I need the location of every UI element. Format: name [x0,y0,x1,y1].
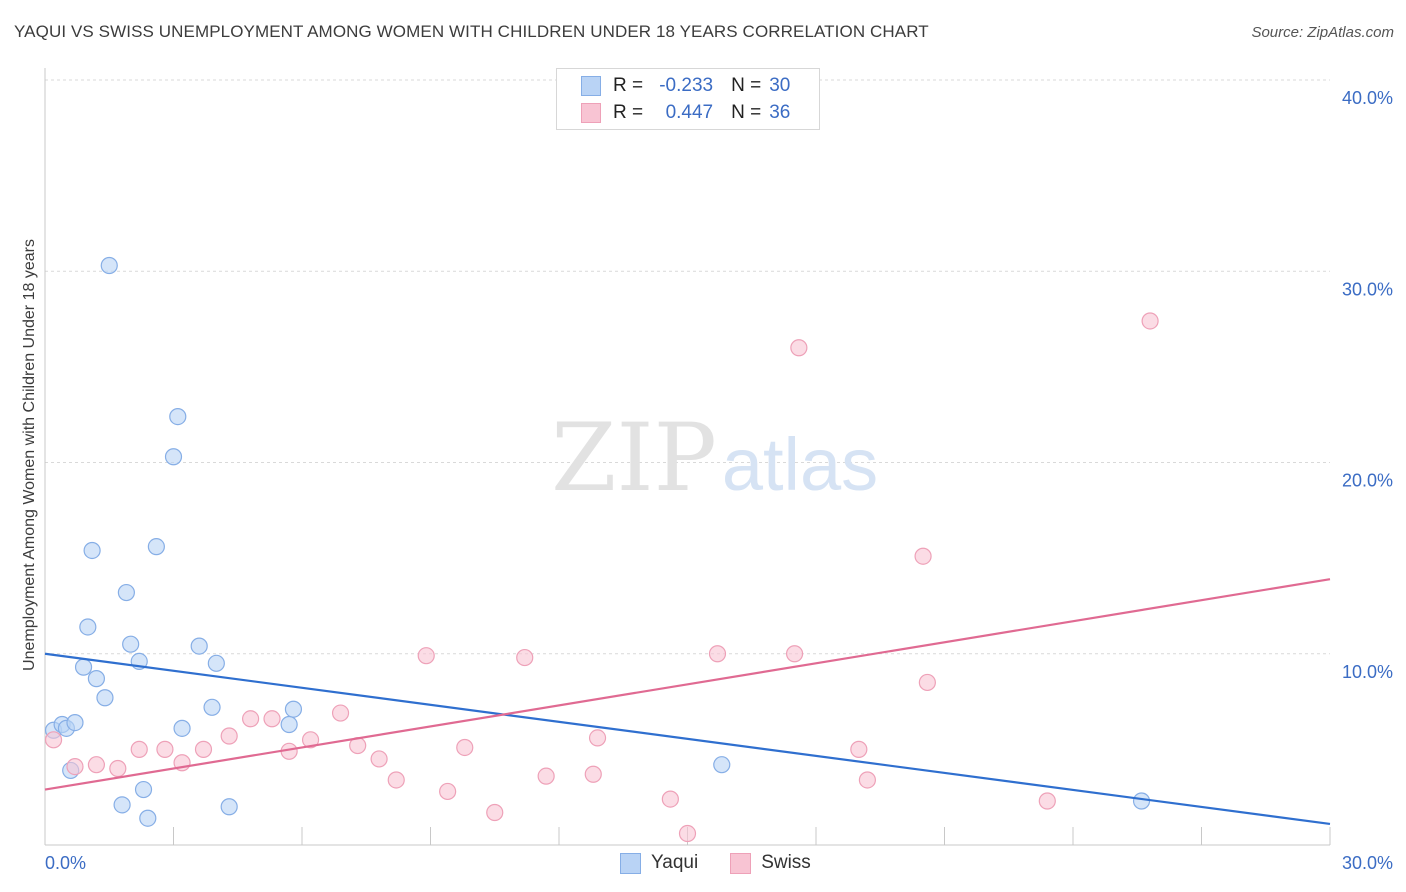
swiss-point [661,790,679,808]
swiss-point [370,750,388,768]
swiss-point [678,824,697,843]
swiss-point [387,771,405,789]
yaqui-point [284,700,303,718]
trendline-swiss [44,578,1331,791]
n-label: N = [731,102,762,123]
swiss-point [87,756,106,774]
watermark-atlas: atlas [722,423,878,506]
source-credit: Source: ZipAtlas.com [1251,24,1394,41]
yaqui-point [83,541,101,560]
watermark-zip: ZIP [551,404,717,513]
swiss-point [588,729,607,747]
series-legend: Yaqui Swiss [620,852,843,874]
swiss-point [785,645,804,663]
yaqui-point [220,798,238,816]
swiss-point [858,771,877,789]
yaqui-point [122,635,140,653]
n-label: N = [731,75,762,96]
yaqui-point [207,654,225,672]
y-tick-label: 40.0% [1342,88,1393,108]
legend-row-swiss: R = 0.447 N = 36 [581,101,790,125]
swiss-point [44,731,63,749]
yaqui-point [164,448,183,466]
yaqui-point [1132,792,1151,810]
legend-item-swiss[interactable]: Swiss [730,852,811,874]
yaqui-point [96,689,114,707]
swiss-point [194,740,213,758]
swiss-point [220,727,238,745]
swiss-point [584,765,602,783]
swiss-point [456,738,474,757]
yaqui-point [100,256,118,275]
swiss-point [918,673,936,692]
x-tick-label: 0.0% [45,853,86,873]
yaqui-point [139,809,157,827]
yaqui-point [134,780,153,799]
yaqui-point [280,715,298,734]
watermark: ZIP atlas [551,404,878,513]
swiss-point [331,704,350,722]
legend-swatch-yaqui [620,852,641,874]
correlation-legend: R = -0.233 N = 30 R = 0.447 N = 36 [556,68,820,130]
n-value-yaqui: 30 [769,75,791,96]
swiss-point [109,759,127,778]
yaqui-point [147,538,165,556]
swiss-point [537,767,555,785]
swiss-point [1141,312,1159,330]
yaqui-point [173,719,191,737]
swiss-point [66,757,84,776]
swiss-point [301,731,320,749]
yaqui-point [66,713,84,732]
swiss-point [242,710,260,728]
chart-title: YAQUI VS SWISS UNEMPLOYMENT AMONG WOMEN … [14,22,929,41]
legend-label-swiss: Swiss [761,852,811,873]
yaqui-point [113,796,131,814]
trendlines [44,578,1331,826]
legend-item-yaqui[interactable]: Yaqui [620,852,698,874]
legend-row-yaqui: R = -0.233 N = 30 [581,74,790,98]
r-label: R = [613,75,644,96]
swiss-point [850,740,868,758]
series-yaqui-points [44,256,1151,827]
x-tick-label: 30.0% [1342,853,1393,873]
tick-labels: 10.0% 20.0% 30.0% 40.0% 0.0% 30.0% [45,88,1393,873]
yaqui-point [203,698,221,716]
swiss-point [790,339,808,357]
yaqui-point [87,670,106,688]
trendline-yaqui [44,652,1331,826]
legend-swatch-swiss [581,103,601,123]
series-swiss-points [44,312,1159,843]
swiss-point [516,648,534,667]
swiss-point [914,547,932,565]
swiss-point [417,647,435,665]
r-value-yaqui: -0.233 [659,75,714,96]
swiss-point [1038,792,1056,810]
y-tick-label: 30.0% [1342,279,1393,299]
y-tick-label: 10.0% [1342,662,1393,682]
legend-label-yaqui: Yaqui [651,852,699,873]
legend-swatch-swiss [730,852,752,874]
yaqui-point [74,658,93,676]
yaqui-point [117,583,135,602]
swiss-point [263,710,281,728]
swiss-point [130,740,148,758]
swiss-point [439,782,457,801]
swiss-point [486,803,504,822]
gridlines [45,79,1330,655]
swiss-point [156,740,174,758]
n-value-swiss: 36 [769,102,791,123]
r-value-swiss: 0.447 [665,102,714,123]
y-tick-label: 20.0% [1342,471,1393,491]
yaqui-point [713,756,731,774]
yaqui-point [169,408,187,426]
r-label: R = [613,102,644,123]
legend-swatch-yaqui [581,76,601,96]
swiss-point [708,645,727,663]
yaqui-point [190,637,208,655]
yaqui-point [79,618,97,636]
